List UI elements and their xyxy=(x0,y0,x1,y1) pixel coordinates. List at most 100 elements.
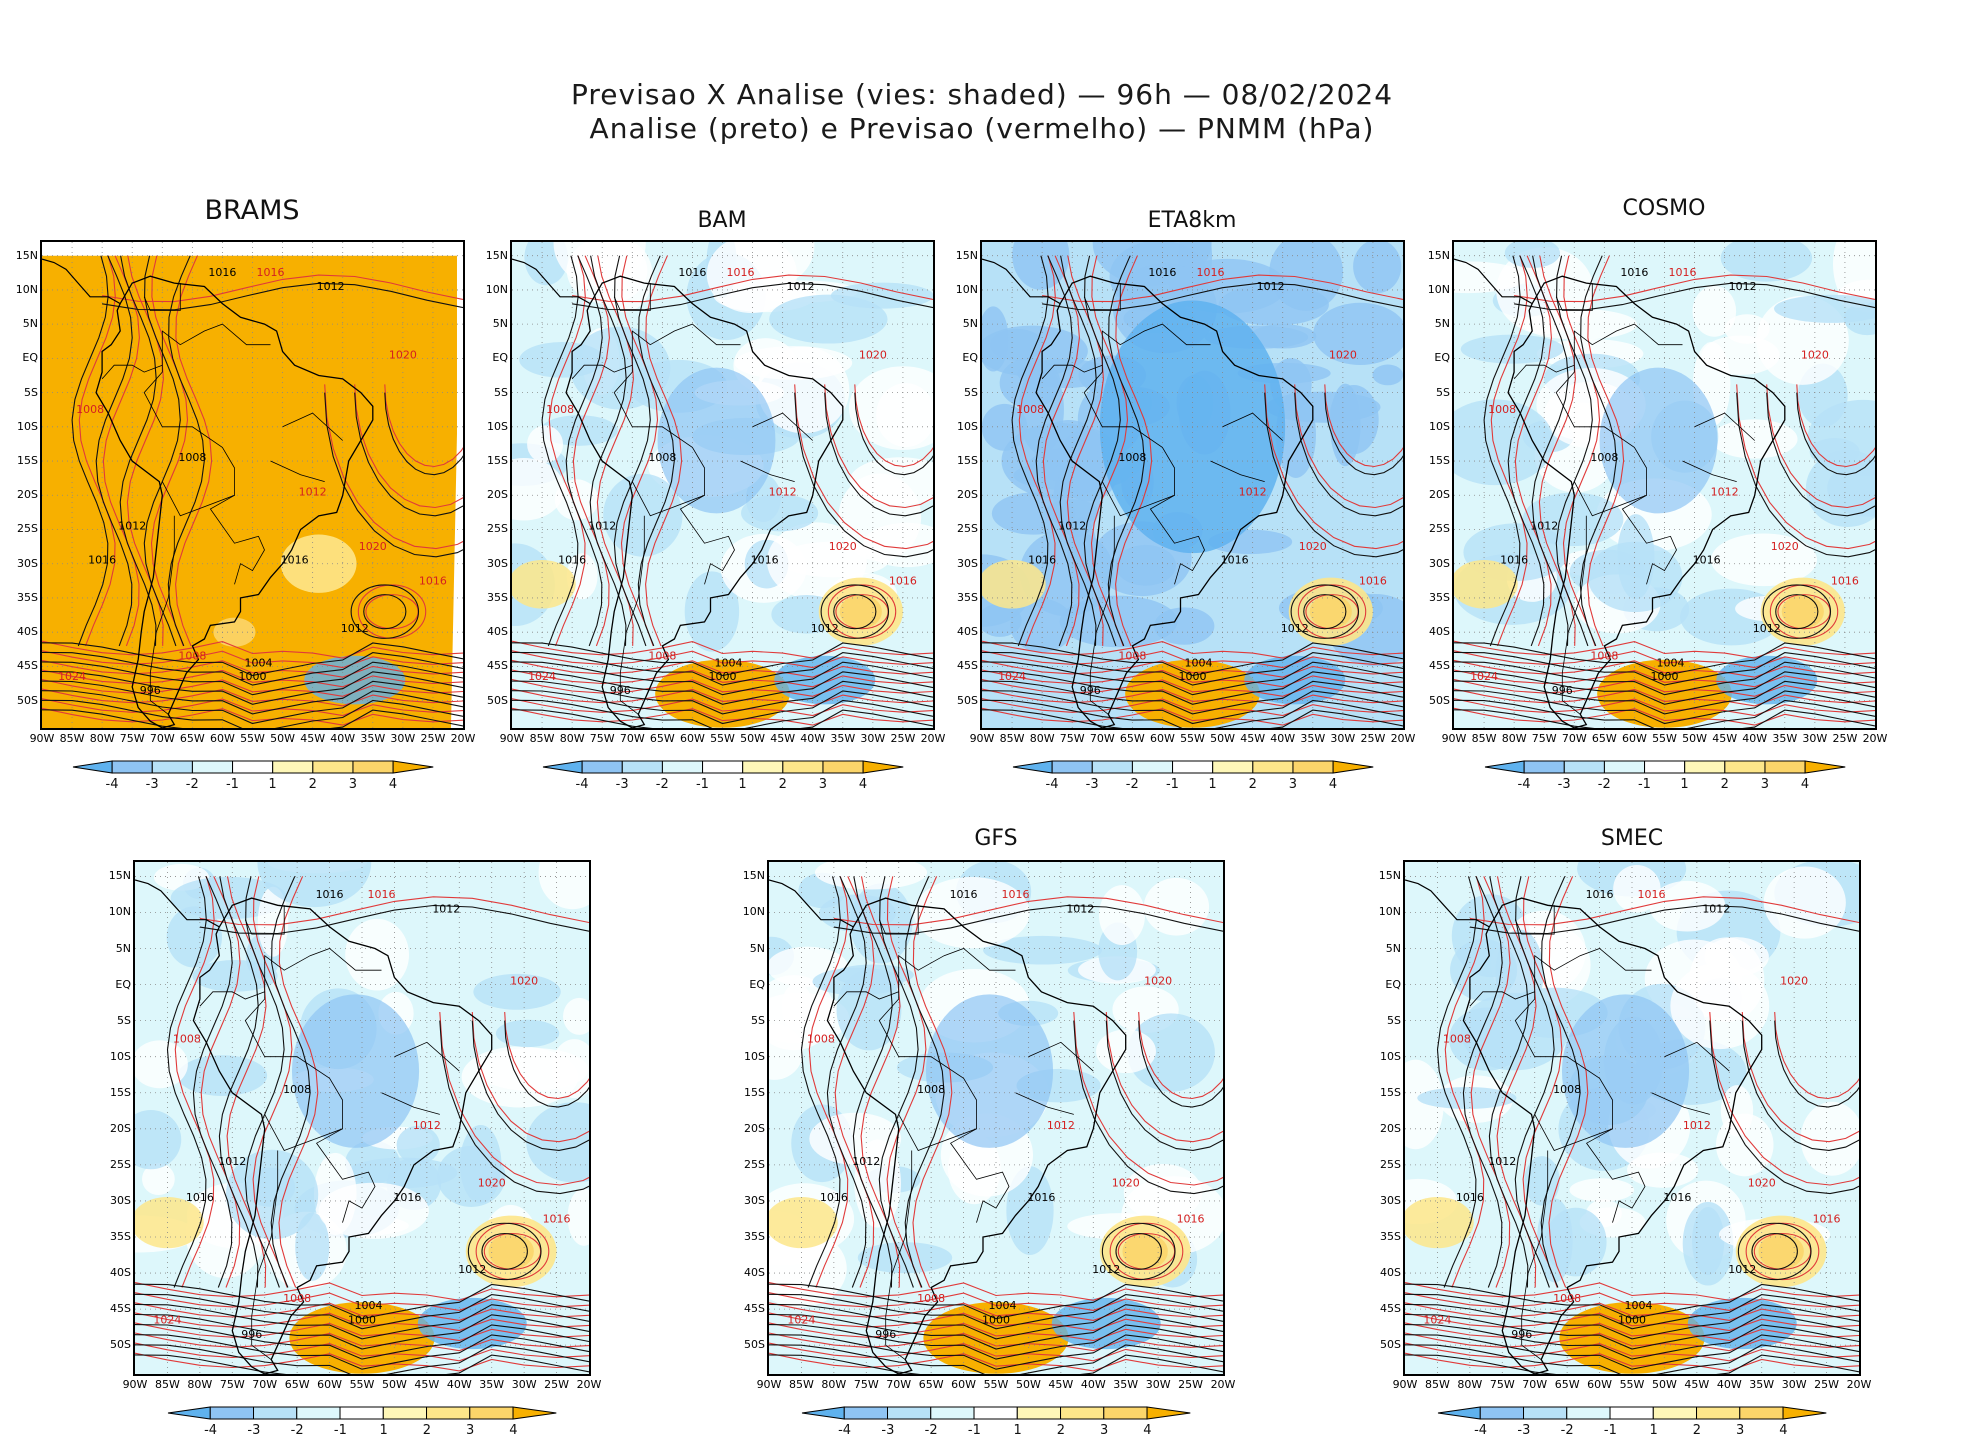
lon-tick-label: 25W xyxy=(1178,1378,1203,1391)
contour-label: 1008 xyxy=(1443,1032,1471,1045)
colorbar xyxy=(1438,1406,1827,1420)
lon-tick-label: 65W xyxy=(179,732,205,745)
contour-label: 1008 xyxy=(173,1032,201,1045)
colorbar-label: 2 xyxy=(778,777,787,792)
lon-tick-label: 55W xyxy=(1652,732,1677,745)
lat-tick-label: 20S xyxy=(487,488,508,502)
lon-tick-label: 25W xyxy=(1832,732,1858,745)
lat-tick-label: 10S xyxy=(487,419,508,433)
lat-tick-label: 50S xyxy=(1429,693,1450,707)
colorbar xyxy=(802,1406,1191,1420)
contour-label: 1020 xyxy=(478,1177,506,1190)
colorbar-label: -3 xyxy=(247,1423,261,1438)
lat-tick-label: 40S xyxy=(744,1266,765,1280)
colorbar-label: -1 xyxy=(225,777,239,792)
lat-tick-label: 25S xyxy=(17,522,38,536)
lon-tick-label: 60W xyxy=(951,1378,976,1391)
contour-label: 1008 xyxy=(648,650,676,663)
contour-label: 1004 xyxy=(988,1299,1016,1312)
contour-label: 1016 xyxy=(678,266,706,279)
lon-tick-label: 50W xyxy=(1651,1378,1677,1391)
lon-tick-label: 25W xyxy=(1814,1378,1839,1391)
contour-label: 1008 xyxy=(1590,451,1618,464)
colorbar-label: 4 xyxy=(388,777,398,792)
lat-tick-label: 35S xyxy=(957,590,978,604)
contour-label: 1000 xyxy=(982,1314,1010,1327)
colorbar-label: 3 xyxy=(1760,777,1769,792)
contour-label: 1008 xyxy=(283,1292,311,1305)
contour-label: 1008 xyxy=(546,403,574,416)
contour-label: 1008 xyxy=(917,1083,945,1096)
contour-label: 1008 xyxy=(1016,403,1044,416)
lon-tick-label: 60W xyxy=(317,1378,342,1391)
panel-title: BAM xyxy=(697,208,747,233)
contour-label: 1000 xyxy=(1651,670,1679,683)
colorbar-label: 4 xyxy=(509,1423,518,1438)
contour-label: 1008 xyxy=(178,451,206,464)
colorbar-label: 1 xyxy=(738,777,747,792)
contour-label: 1012 xyxy=(811,622,839,635)
map-frame: 1016 1012 1012 1016 1012 1004 1000 996 1016 1008 1… xyxy=(510,240,935,730)
colorbar-label: -4 xyxy=(575,777,589,792)
colorbar-label: -4 xyxy=(1517,777,1531,792)
lat-tick-label: 20S xyxy=(17,488,38,502)
lat-tick-label: 50S xyxy=(957,693,978,707)
map-frame: 1016 1012 1012 1016 1012 1004 1000 996 1016 1008 1… xyxy=(133,860,591,1376)
contour-label: 1016 xyxy=(1359,574,1387,587)
lat-tick-label: 10S xyxy=(110,1049,131,1063)
contour-label: 1004 xyxy=(1657,656,1685,669)
lat-tick-label: 40S xyxy=(1380,1266,1401,1280)
colorbar-label: 3 xyxy=(1288,777,1297,792)
lat-tick-label: 5S xyxy=(117,1013,131,1027)
colorbar xyxy=(1484,760,1846,774)
lat-tick-label: 5S xyxy=(1387,1013,1401,1027)
contour-label: 1016 xyxy=(1637,888,1665,901)
lon-tick-label: 90W xyxy=(1441,732,1467,745)
lat-tick-label: 25S xyxy=(957,522,978,536)
map-frame: 1016 1012 1012 1016 1012 1004 1000 996 1016 1008 1… xyxy=(767,860,1225,1376)
lon-tick-label: 55W xyxy=(983,1378,1009,1391)
contour-label: 1012 xyxy=(317,280,345,293)
lon-tick-label: 70W xyxy=(1522,1378,1548,1391)
lon-tick-label: 35W xyxy=(1772,732,1798,745)
contour-label: 1008 xyxy=(1488,403,1516,416)
lat-tick-label: 15S xyxy=(1380,1085,1401,1099)
lon-tick-label: 65W xyxy=(1119,732,1145,745)
lon-tick-label: 60W xyxy=(679,732,705,745)
lat-tick-label: 10N xyxy=(108,905,131,919)
lon-tick-label: 85W xyxy=(154,1378,180,1391)
contour-label: 1016 xyxy=(1027,1191,1055,1204)
lon-tick-label: 45W xyxy=(1712,732,1738,745)
lon-tick-label: 70W xyxy=(252,1378,278,1391)
lon-tick-label: 65W xyxy=(1591,732,1617,745)
contour-label: 1012 xyxy=(1753,622,1781,635)
lat-tick-label: 50S xyxy=(487,693,508,707)
lon-tick-label: 45W xyxy=(770,732,796,745)
lon-tick-label: 30W xyxy=(1145,1378,1171,1391)
contour-label: 1000 xyxy=(1618,1314,1646,1327)
lon-tick-label: 45W xyxy=(300,732,326,745)
chart-title-line1: Previsao X Analise (vies: shaded) — 96h … xyxy=(570,78,1394,111)
lat-tick-label: 15N xyxy=(15,248,38,262)
lat-tick-label: 50S xyxy=(17,693,38,707)
lon-tick-label: 40W xyxy=(1270,732,1296,745)
lon-tick-label: 20W xyxy=(920,732,946,745)
lat-tick-label: 20S xyxy=(1380,1121,1401,1135)
lon-tick-label: 25W xyxy=(890,732,916,745)
lat-tick-label: 10N xyxy=(485,282,508,296)
contour-label: 1020 xyxy=(1780,975,1808,988)
lat-tick-label: 5S xyxy=(751,1013,765,1027)
lon-tick-label: 40W xyxy=(800,732,826,745)
colorbar-label: 1 xyxy=(1680,777,1689,792)
colorbar-label: 4 xyxy=(1143,1423,1152,1438)
contour-label: 1004 xyxy=(715,656,743,669)
colorbar-label: -3 xyxy=(1517,1423,1531,1438)
contour-label: 1020 xyxy=(1299,540,1327,553)
lat-tick-label: 30S xyxy=(744,1193,765,1207)
lon-tick-label: 65W xyxy=(1554,1378,1580,1391)
lon-tick-label: 80W xyxy=(1501,732,1527,745)
colorbar-label: -1 xyxy=(967,1423,981,1438)
contour-label: 1016 xyxy=(727,266,755,279)
